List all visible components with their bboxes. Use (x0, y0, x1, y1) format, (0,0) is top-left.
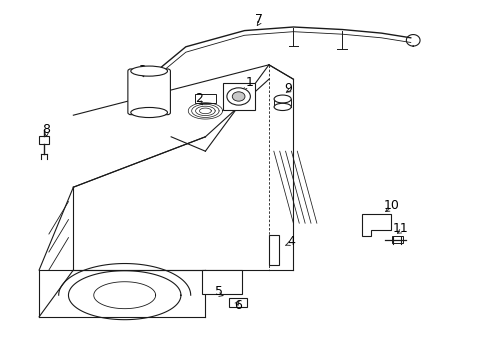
Text: 8: 8 (42, 123, 50, 136)
Bar (228, 298, 247, 307)
Bar (268, 235, 278, 265)
FancyBboxPatch shape (128, 69, 170, 114)
Text: 11: 11 (392, 222, 408, 235)
Text: 2: 2 (195, 93, 203, 105)
Bar (194, 94, 216, 103)
Text: 7: 7 (255, 13, 263, 26)
Polygon shape (361, 214, 390, 236)
Bar (391, 236, 402, 243)
Text: 10: 10 (383, 199, 398, 212)
Text: 6: 6 (234, 299, 242, 312)
Text: 3: 3 (138, 64, 145, 77)
Bar (39, 136, 49, 144)
Bar (223, 83, 254, 110)
Ellipse shape (130, 66, 167, 76)
Text: 1: 1 (245, 76, 253, 89)
Ellipse shape (273, 95, 290, 103)
Text: 9: 9 (284, 82, 292, 95)
Circle shape (232, 92, 244, 101)
Bar (202, 270, 242, 294)
Ellipse shape (273, 103, 290, 111)
Ellipse shape (130, 107, 167, 117)
Circle shape (226, 88, 250, 105)
Text: 4: 4 (286, 235, 294, 248)
Text: 5: 5 (215, 285, 223, 298)
